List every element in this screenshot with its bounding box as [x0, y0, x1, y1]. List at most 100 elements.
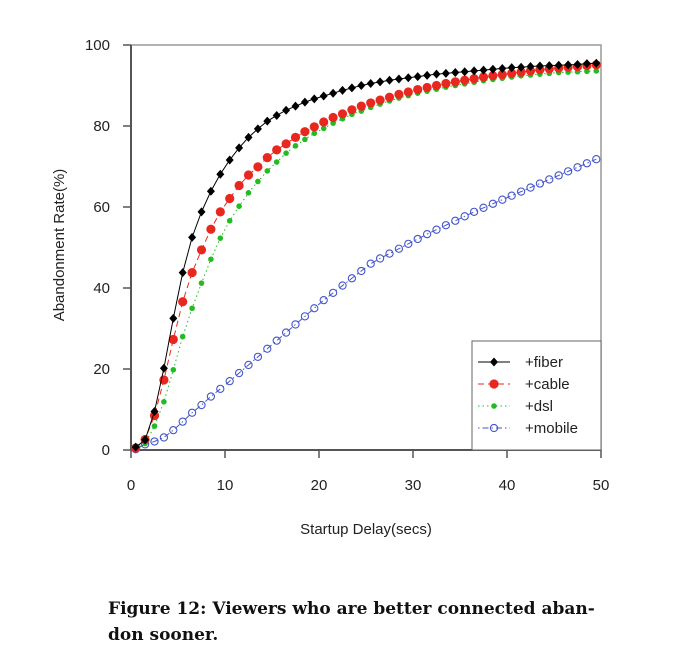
data-point-cable	[262, 152, 272, 163]
data-point-fiber	[235, 143, 244, 153]
data-point-fiber	[300, 97, 309, 107]
data-point-mobile	[197, 400, 206, 410]
legend-label: +cable	[525, 376, 570, 393]
data-point-cable	[366, 98, 376, 108]
data-point-fiber	[498, 63, 507, 73]
data-point-mobile	[263, 344, 272, 353]
data-point-cable	[507, 68, 517, 78]
data-point-dsl	[161, 399, 167, 405]
data-point-dsl	[217, 235, 224, 241]
data-point-dsl	[151, 423, 158, 429]
data-point-fiber	[291, 101, 300, 111]
data-point-dsl	[302, 136, 308, 143]
x-tick-label: 0	[127, 477, 135, 494]
data-point-cable	[460, 75, 470, 85]
data-point-mobile	[404, 239, 413, 249]
data-point-mobile	[573, 163, 582, 172]
data-point-mobile	[563, 167, 573, 176]
y-tick-label: 60	[93, 199, 110, 216]
data-point-cable	[243, 170, 254, 180]
data-point-fiber	[169, 313, 178, 323]
data-point-cable	[497, 69, 507, 80]
legend-marker	[491, 403, 497, 409]
data-point-cable	[469, 74, 479, 84]
legend: +fiber +cable +dsl +mobile	[471, 340, 602, 451]
data-point-fiber	[225, 155, 234, 165]
data-point-fiber	[347, 83, 356, 93]
data-point-dsl	[179, 333, 186, 340]
legend-marker	[489, 379, 499, 389]
data-point-fiber	[366, 78, 375, 88]
data-point-cable	[196, 245, 207, 255]
data-point-cable	[450, 77, 460, 87]
data-point-cable	[516, 67, 526, 77]
data-point-cable	[309, 122, 319, 132]
data-point-cable	[290, 132, 301, 142]
data-point-fiber	[545, 61, 554, 71]
data-point-fiber	[253, 124, 262, 134]
data-point-fiber	[357, 81, 366, 90]
data-point-cable	[253, 162, 263, 172]
data-point-fiber	[423, 70, 432, 80]
data-point-mobile	[582, 159, 592, 168]
data-point-fiber	[263, 116, 272, 126]
legend-marker	[490, 357, 498, 367]
legend-label: +mobile	[525, 420, 578, 437]
data-point-fiber	[592, 58, 601, 68]
data-point-cable	[356, 101, 366, 111]
data-point-fiber	[413, 72, 422, 82]
legend-item-dsl: +dsl	[478, 398, 553, 415]
data-point-mobile	[469, 207, 479, 217]
data-point-mobile	[498, 195, 507, 204]
data-point-mobile	[328, 288, 338, 298]
data-point-mobile	[516, 187, 526, 196]
legend-item-fiber: +fiber	[478, 354, 563, 371]
y-tick-label: 20	[93, 361, 110, 378]
data-point-cable	[403, 87, 413, 97]
data-point-fiber	[282, 105, 291, 115]
legend-marker	[489, 423, 499, 433]
data-point-dsl	[245, 190, 252, 196]
data-point-mobile	[375, 254, 385, 263]
data-point-mobile	[225, 376, 234, 386]
data-point-cable	[478, 72, 489, 82]
data-point-cable	[234, 180, 244, 191]
data-point-fiber	[441, 68, 450, 78]
data-point-cable	[328, 112, 338, 123]
data-point-fiber	[206, 186, 215, 196]
data-point-mobile	[310, 304, 319, 313]
data-point-mobile	[206, 392, 216, 401]
data-point-mobile	[479, 203, 488, 212]
series-mobile	[131, 155, 601, 454]
legend-item-mobile: +mobile	[478, 420, 578, 437]
figure-caption: Figure 12: Viewers who are better connec…	[108, 596, 668, 648]
data-point-cable	[178, 297, 188, 307]
data-point-fiber	[319, 91, 328, 101]
data-point-mobile	[178, 417, 187, 426]
data-point-fiber	[131, 442, 140, 452]
data-point-cable	[394, 89, 404, 100]
data-point-dsl	[273, 159, 280, 165]
data-point-fiber	[385, 75, 394, 85]
data-point-cable	[431, 80, 442, 91]
data-point-dsl	[198, 280, 205, 286]
legend-label: +dsl	[525, 398, 553, 415]
data-point-fiber	[141, 435, 150, 445]
data-point-cable	[215, 207, 225, 217]
data-point-fiber	[507, 63, 516, 73]
legend-item-cable: +cable	[478, 376, 570, 393]
data-point-fiber	[159, 363, 168, 373]
data-point-fiber	[460, 67, 469, 77]
data-point-cable	[300, 127, 310, 137]
data-point-mobile	[347, 274, 357, 283]
data-point-cable	[168, 334, 178, 345]
data-point-mobile	[366, 259, 375, 268]
data-point-mobile	[187, 408, 197, 417]
x-tick-label: 40	[499, 477, 516, 494]
caption-line-1: Figure 12: Viewers who are better connec…	[108, 599, 595, 619]
y-axis-label: Abandonment Rate(%)	[51, 169, 68, 322]
series-fiber	[131, 58, 601, 452]
legend-label: +fiber	[525, 354, 563, 371]
data-point-fiber	[573, 59, 582, 69]
